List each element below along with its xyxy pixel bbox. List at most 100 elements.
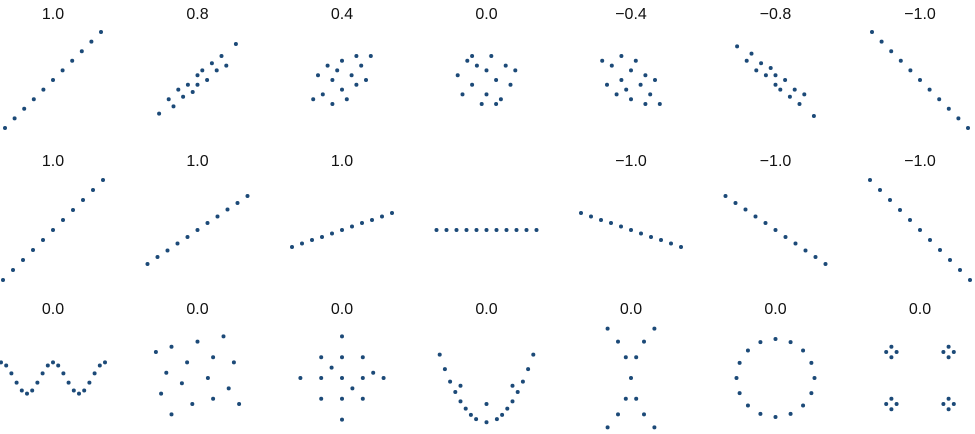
point	[463, 406, 468, 411]
point	[639, 231, 643, 236]
point	[40, 371, 45, 376]
panel-title: 0.0	[186, 301, 208, 318]
point	[946, 396, 951, 401]
point	[175, 241, 180, 246]
point	[941, 350, 946, 354]
point	[458, 383, 463, 388]
point	[103, 360, 107, 365]
point	[648, 92, 653, 97]
panel-title: −0.8	[760, 6, 792, 23]
point	[609, 63, 614, 68]
point	[153, 350, 158, 354]
point	[773, 228, 778, 232]
point	[679, 245, 683, 249]
point	[484, 92, 489, 97]
panel: 0.0	[734, 301, 817, 419]
point	[290, 245, 294, 249]
point	[609, 221, 613, 225]
point	[340, 228, 344, 232]
point	[474, 417, 479, 422]
panel-title: 0.0	[42, 301, 64, 318]
point	[340, 417, 344, 422]
point	[92, 371, 97, 376]
point	[71, 208, 75, 212]
point	[812, 376, 817, 380]
point	[619, 54, 624, 58]
point	[629, 376, 633, 380]
point	[898, 58, 903, 63]
point	[733, 201, 738, 205]
point	[600, 58, 605, 63]
point	[508, 82, 513, 87]
point	[340, 334, 344, 339]
point	[484, 68, 489, 73]
panel: 0.4	[311, 6, 373, 106]
point	[634, 355, 639, 360]
point	[31, 248, 35, 252]
point	[3, 126, 7, 130]
panel: 0.0	[605, 301, 657, 430]
point	[325, 63, 330, 68]
point	[79, 49, 84, 54]
point	[169, 344, 174, 349]
point	[494, 78, 499, 82]
point	[330, 231, 334, 236]
point	[311, 97, 316, 102]
point	[320, 92, 325, 97]
point	[164, 370, 169, 375]
point	[494, 102, 499, 106]
point	[793, 241, 798, 246]
point	[474, 63, 479, 68]
point	[224, 63, 229, 68]
point	[155, 255, 160, 259]
point	[233, 42, 238, 46]
point	[894, 350, 899, 354]
point	[797, 102, 802, 106]
point	[614, 92, 619, 97]
point	[211, 396, 216, 401]
point	[195, 339, 200, 344]
panel-title: 0.4	[331, 6, 353, 23]
panel: 0.0	[884, 301, 956, 412]
panel: 1.0	[145, 153, 250, 266]
point	[360, 355, 365, 360]
point	[340, 396, 344, 401]
point	[22, 106, 27, 111]
point	[652, 425, 657, 430]
point	[41, 238, 45, 242]
panel: −1.0	[579, 153, 683, 249]
point	[946, 355, 951, 360]
panel: −0.8	[735, 6, 816, 118]
point	[1, 278, 5, 282]
point	[190, 90, 195, 94]
point	[773, 73, 778, 78]
point	[61, 218, 65, 222]
panel-title: 1.0	[42, 153, 64, 170]
point	[745, 403, 750, 408]
point	[169, 412, 174, 417]
point	[434, 228, 439, 232]
point	[803, 248, 808, 253]
point	[734, 376, 739, 380]
point	[300, 241, 304, 246]
point	[918, 78, 922, 82]
point	[946, 344, 951, 349]
point	[616, 339, 620, 344]
point	[484, 228, 489, 232]
point	[329, 365, 334, 370]
point	[624, 87, 629, 92]
point	[524, 228, 529, 232]
point	[768, 66, 773, 70]
point	[870, 30, 874, 34]
point	[91, 188, 95, 192]
point	[195, 73, 200, 78]
panel-title: 1.0	[186, 153, 208, 170]
point	[652, 326, 657, 331]
point	[908, 68, 913, 73]
point	[735, 44, 740, 49]
point	[763, 73, 768, 78]
point	[889, 407, 894, 412]
point	[589, 214, 593, 219]
point	[868, 178, 872, 182]
point	[41, 87, 46, 92]
